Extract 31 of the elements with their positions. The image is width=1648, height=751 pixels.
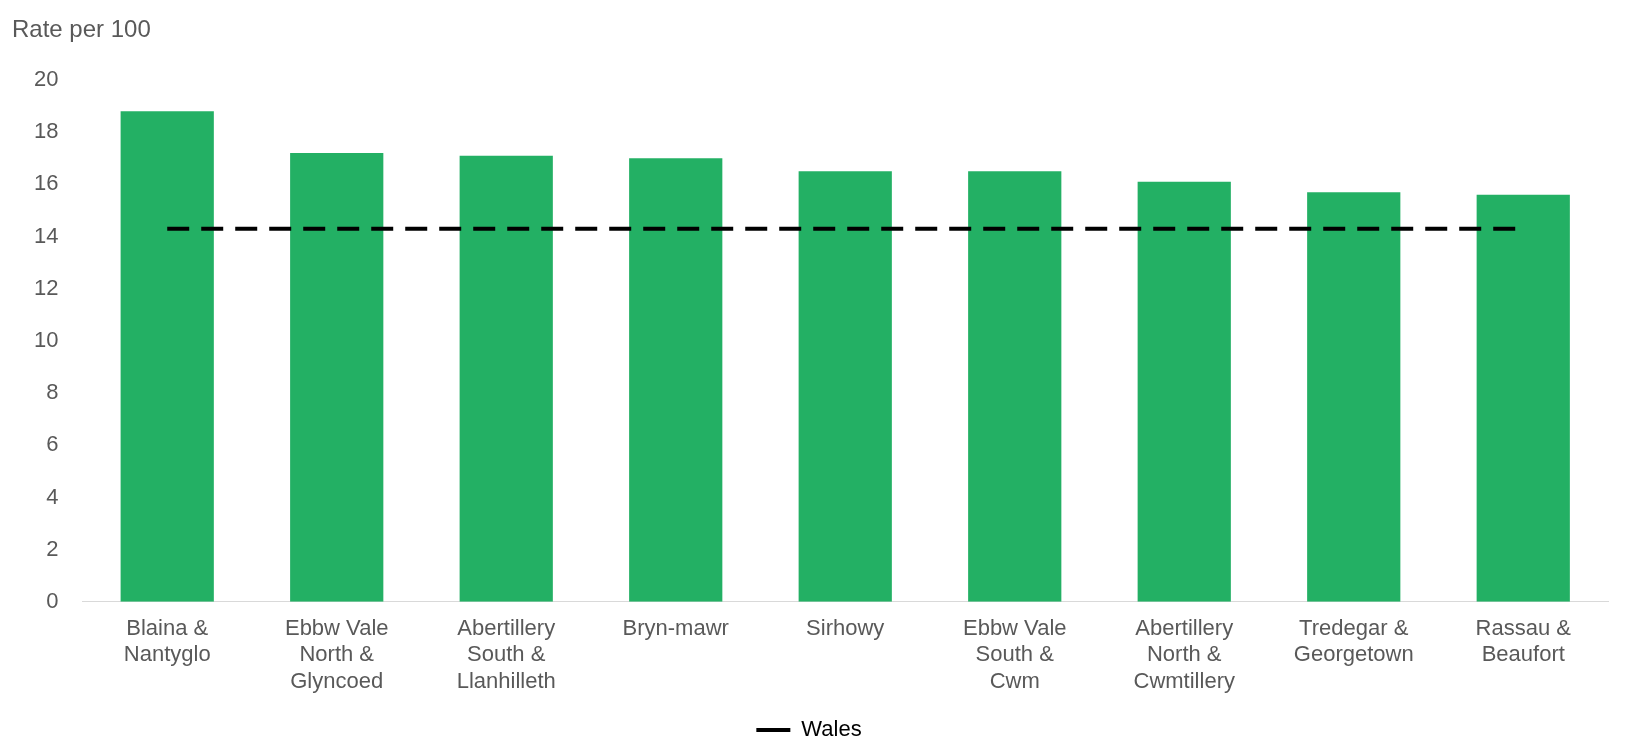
y-tick-label: 12 — [33, 274, 59, 300]
y-tick-label: 18 — [33, 118, 59, 144]
y-tick-label: 14 — [33, 222, 59, 248]
bar — [629, 158, 723, 602]
legend-label: Wales — [801, 716, 862, 742]
bar — [290, 153, 384, 602]
bar — [798, 171, 892, 602]
y-axis-title: Rate per 100 — [12, 14, 151, 42]
x-tick-label: Blaina & Nantyglo — [123, 615, 211, 667]
x-tick-label: Tredegar & Georgetown — [1293, 615, 1414, 667]
bar — [120, 111, 214, 602]
x-tick-label: Bryn-mawr — [622, 615, 729, 641]
bar — [1476, 194, 1570, 602]
y-tick-label: 2 — [46, 535, 59, 561]
y-tick-label: 6 — [46, 431, 59, 457]
bar — [968, 171, 1062, 602]
y-tick-label: 0 — [46, 587, 59, 613]
x-tick-label: Abertillery North & Cwmtillery — [1133, 615, 1235, 693]
y-tick-label: 16 — [33, 170, 59, 196]
x-tick-label: Sirhowy — [806, 615, 885, 641]
bar — [1307, 192, 1401, 602]
bar — [1137, 181, 1231, 602]
y-tick-label: 4 — [46, 483, 59, 509]
x-tick-label: Abertillery South & Llanhilleth — [456, 615, 556, 693]
y-tick-label: 10 — [33, 326, 59, 352]
y-tick-label: 8 — [46, 379, 59, 405]
x-tick-label: Ebbw Vale South & Cwm — [962, 615, 1067, 693]
x-tick-label: Rassau & Beaufort — [1475, 615, 1572, 667]
x-tick-label: Ebbw Vale North & Glyncoed — [284, 615, 389, 693]
y-tick-label: 20 — [33, 66, 59, 92]
bar — [459, 155, 553, 602]
